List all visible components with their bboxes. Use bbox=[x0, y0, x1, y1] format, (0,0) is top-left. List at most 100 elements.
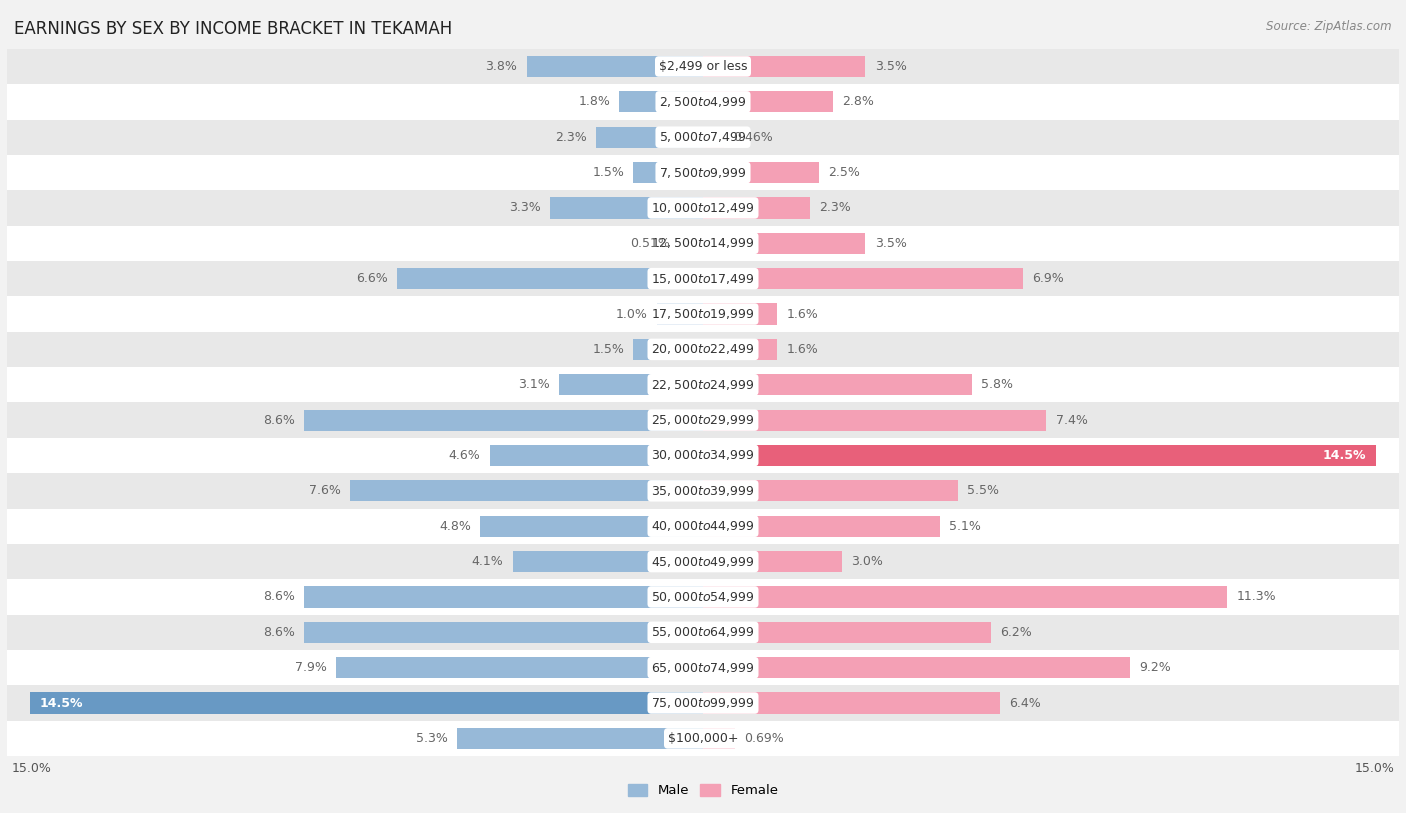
Text: 14.5%: 14.5% bbox=[39, 697, 83, 710]
Text: 3.5%: 3.5% bbox=[875, 60, 907, 73]
Bar bbox=[703, 586, 1227, 607]
Bar bbox=[7, 615, 1399, 650]
Bar bbox=[7, 155, 1399, 190]
Text: 1.5%: 1.5% bbox=[592, 166, 624, 179]
Text: $65,000 to $74,999: $65,000 to $74,999 bbox=[651, 661, 755, 675]
Bar bbox=[457, 728, 703, 749]
Bar bbox=[550, 198, 703, 219]
Text: $17,500 to $19,999: $17,500 to $19,999 bbox=[651, 307, 755, 321]
Bar bbox=[7, 84, 1399, 120]
Text: $15,000 to $17,499: $15,000 to $17,499 bbox=[651, 272, 755, 285]
Text: $10,000 to $12,499: $10,000 to $12,499 bbox=[651, 201, 755, 215]
Text: 3.8%: 3.8% bbox=[485, 60, 517, 73]
Bar bbox=[703, 374, 972, 395]
Text: 1.5%: 1.5% bbox=[592, 343, 624, 356]
Text: 2.3%: 2.3% bbox=[555, 131, 588, 144]
Text: 6.4%: 6.4% bbox=[1010, 697, 1040, 710]
Text: $20,000 to $22,499: $20,000 to $22,499 bbox=[651, 342, 755, 356]
Text: 11.3%: 11.3% bbox=[1237, 590, 1277, 603]
Bar bbox=[527, 56, 703, 77]
Text: 7.9%: 7.9% bbox=[295, 661, 328, 674]
Bar bbox=[703, 127, 724, 148]
Text: $2,499 or less: $2,499 or less bbox=[659, 60, 747, 73]
Bar bbox=[703, 91, 832, 112]
Bar bbox=[657, 303, 703, 324]
Text: $12,500 to $14,999: $12,500 to $14,999 bbox=[651, 237, 755, 250]
Bar bbox=[703, 198, 810, 219]
Bar bbox=[396, 268, 703, 289]
Text: $50,000 to $54,999: $50,000 to $54,999 bbox=[651, 590, 755, 604]
Bar bbox=[703, 693, 1000, 714]
Text: $22,500 to $24,999: $22,500 to $24,999 bbox=[651, 378, 755, 392]
Bar bbox=[481, 515, 703, 537]
Bar bbox=[7, 120, 1399, 154]
Text: 3.5%: 3.5% bbox=[875, 237, 907, 250]
Text: 4.6%: 4.6% bbox=[449, 449, 481, 462]
Bar bbox=[7, 297, 1399, 332]
Text: Source: ZipAtlas.com: Source: ZipAtlas.com bbox=[1267, 20, 1392, 33]
Bar bbox=[679, 233, 703, 254]
Bar bbox=[304, 410, 703, 431]
Text: $35,000 to $39,999: $35,000 to $39,999 bbox=[651, 484, 755, 498]
Text: 1.0%: 1.0% bbox=[616, 307, 647, 320]
Bar bbox=[7, 261, 1399, 297]
Text: 8.6%: 8.6% bbox=[263, 590, 295, 603]
Legend: Male, Female: Male, Female bbox=[623, 779, 783, 802]
Bar bbox=[703, 233, 866, 254]
Text: 1.6%: 1.6% bbox=[786, 307, 818, 320]
Text: 1.8%: 1.8% bbox=[578, 95, 610, 108]
Bar bbox=[703, 410, 1046, 431]
Bar bbox=[703, 551, 842, 572]
Text: 7.6%: 7.6% bbox=[309, 485, 342, 498]
Text: 0.51%: 0.51% bbox=[630, 237, 671, 250]
Text: $75,000 to $99,999: $75,000 to $99,999 bbox=[651, 696, 755, 710]
Bar bbox=[350, 480, 703, 502]
Text: 15.0%: 15.0% bbox=[1354, 762, 1395, 775]
Text: 3.3%: 3.3% bbox=[509, 202, 540, 215]
Text: EARNINGS BY SEX BY INCOME BRACKET IN TEKAMAH: EARNINGS BY SEX BY INCOME BRACKET IN TEK… bbox=[14, 20, 453, 38]
Bar bbox=[7, 720, 1399, 756]
Bar bbox=[703, 445, 1376, 466]
Text: $55,000 to $64,999: $55,000 to $64,999 bbox=[651, 625, 755, 639]
Text: 0.69%: 0.69% bbox=[744, 732, 785, 745]
Text: 6.9%: 6.9% bbox=[1032, 272, 1064, 285]
Bar bbox=[703, 480, 959, 502]
Text: 6.2%: 6.2% bbox=[1000, 626, 1032, 639]
Bar bbox=[703, 339, 778, 360]
Text: 2.8%: 2.8% bbox=[842, 95, 875, 108]
Bar bbox=[703, 162, 818, 183]
Bar bbox=[703, 728, 735, 749]
Bar bbox=[7, 473, 1399, 509]
Bar bbox=[30, 693, 703, 714]
Text: 5.5%: 5.5% bbox=[967, 485, 1000, 498]
Text: 8.6%: 8.6% bbox=[263, 414, 295, 427]
Bar bbox=[620, 91, 703, 112]
Text: 2.3%: 2.3% bbox=[818, 202, 851, 215]
Bar bbox=[513, 551, 703, 572]
Text: $100,000+: $100,000+ bbox=[668, 732, 738, 745]
Bar bbox=[7, 226, 1399, 261]
Bar bbox=[703, 268, 1024, 289]
Text: 6.6%: 6.6% bbox=[356, 272, 388, 285]
Text: $7,500 to $9,999: $7,500 to $9,999 bbox=[659, 166, 747, 180]
Bar bbox=[703, 622, 991, 643]
Bar bbox=[336, 657, 703, 678]
Bar bbox=[7, 544, 1399, 579]
Text: 5.3%: 5.3% bbox=[416, 732, 447, 745]
Bar bbox=[7, 332, 1399, 367]
Bar bbox=[7, 49, 1399, 84]
Text: 1.6%: 1.6% bbox=[786, 343, 818, 356]
Text: 7.4%: 7.4% bbox=[1056, 414, 1087, 427]
Text: 2.5%: 2.5% bbox=[828, 166, 860, 179]
Bar bbox=[7, 367, 1399, 402]
Text: 5.8%: 5.8% bbox=[981, 378, 1014, 391]
Text: $40,000 to $44,999: $40,000 to $44,999 bbox=[651, 520, 755, 533]
Text: 9.2%: 9.2% bbox=[1139, 661, 1171, 674]
Text: $5,000 to $7,499: $5,000 to $7,499 bbox=[659, 130, 747, 144]
Bar bbox=[7, 190, 1399, 226]
Text: $45,000 to $49,999: $45,000 to $49,999 bbox=[651, 554, 755, 568]
Bar bbox=[7, 437, 1399, 473]
Text: 4.8%: 4.8% bbox=[439, 520, 471, 533]
Bar bbox=[304, 586, 703, 607]
Bar bbox=[560, 374, 703, 395]
